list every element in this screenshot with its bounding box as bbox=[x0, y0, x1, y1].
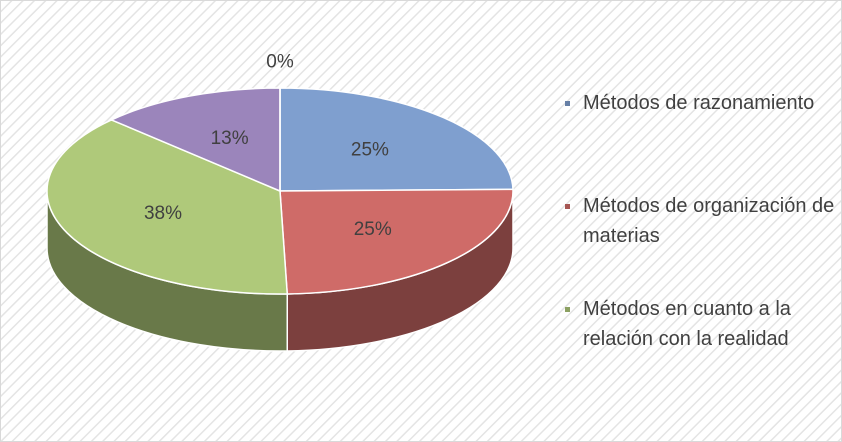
legend-label: Métodos de razonamiento bbox=[583, 92, 815, 114]
pie-slice bbox=[279, 87, 514, 192]
legend-item: Métodos de razonamiento bbox=[565, 88, 842, 118]
legend-swatch bbox=[565, 204, 570, 209]
pie-slice bbox=[46, 119, 289, 295]
data-label: 25% bbox=[351, 140, 389, 161]
legend-swatch bbox=[565, 101, 570, 106]
pie-slice bbox=[279, 188, 514, 295]
legend-label: Métodos de organización de materias bbox=[583, 195, 835, 247]
data-label: 38% bbox=[144, 203, 182, 224]
legend-swatch bbox=[565, 307, 570, 312]
legend-label: Métodos en cuanto a la relación con la r… bbox=[583, 298, 791, 350]
data-label: 25% bbox=[354, 219, 392, 240]
legend-item: Métodos en cuanto a la relación con la r… bbox=[565, 294, 842, 354]
legend-item: Métodos de organización de materias bbox=[565, 191, 842, 251]
pie-slice bbox=[109, 87, 281, 193]
pie: 25% 25% 38% 13% 0% bbox=[46, 52, 514, 352]
data-label: 13% bbox=[211, 128, 249, 149]
data-label: 0% bbox=[266, 52, 294, 73]
